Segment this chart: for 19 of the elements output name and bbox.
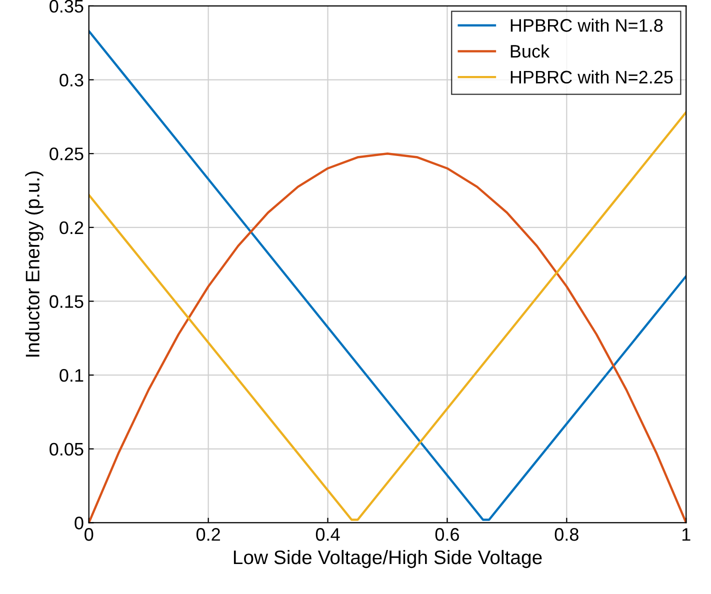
y-tick-label: 0.2 bbox=[60, 221, 84, 234]
y-axis-title: Inductor Energy (p.u.) bbox=[25, 172, 44, 357]
legend-label: HPBRC with N=2.25 bbox=[510, 70, 673, 84]
x-axis-title: Low Side Voltage/High Side Voltage bbox=[234, 550, 542, 568]
x-tick-label: 0.2 bbox=[196, 528, 220, 541]
legend-label: Buck bbox=[510, 44, 550, 58]
x-tick-label: 0 bbox=[84, 528, 94, 541]
x-tick-label: 0.8 bbox=[554, 528, 578, 541]
legend-label: HPBRC with N=1.8 bbox=[510, 18, 663, 32]
x-tick-label: 0.6 bbox=[435, 528, 459, 541]
y-tick-label: 0.3 bbox=[60, 74, 84, 86]
y-tick-label: 0.25 bbox=[50, 148, 84, 160]
x-tick-label: 0.4 bbox=[316, 528, 340, 541]
y-tick-label: 0.1 bbox=[60, 369, 84, 382]
y-tick-label: 0 bbox=[74, 516, 84, 530]
y-tick-label: 0.35 bbox=[50, 0, 84, 13]
y-tick-label: 0.15 bbox=[50, 295, 84, 308]
y-tick-label: 0.05 bbox=[50, 442, 84, 456]
x-tick-label: 1 bbox=[682, 528, 690, 541]
